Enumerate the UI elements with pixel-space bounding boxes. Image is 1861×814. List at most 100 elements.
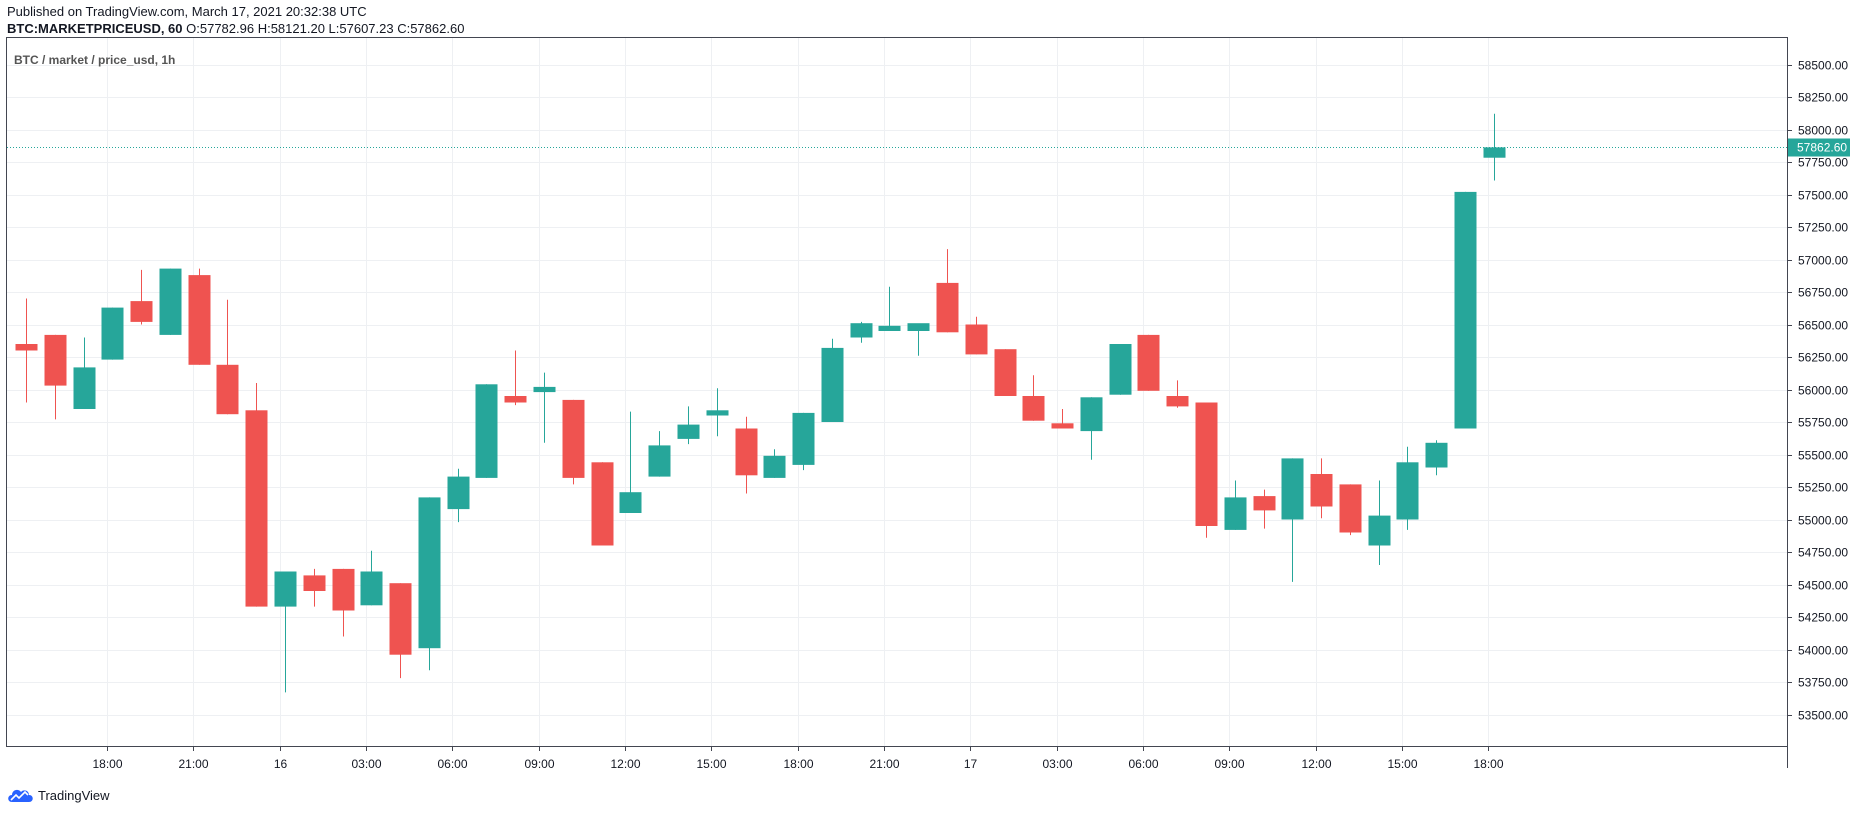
x-tick-label: 18:00 — [92, 757, 122, 771]
y-tick-label: 55750.00 — [1798, 416, 1848, 430]
pane-border — [6, 37, 1788, 747]
candle-down — [303, 568, 326, 607]
x-tick-label: 21:00 — [178, 757, 208, 771]
candle-up — [1224, 480, 1247, 530]
footer-brand-label: TradingView — [38, 787, 110, 803]
candle-up — [1080, 397, 1103, 460]
candle-up — [619, 411, 642, 513]
candle-down — [1051, 409, 1074, 429]
candle-body — [648, 445, 671, 477]
candle-body — [274, 571, 297, 607]
candle-down — [130, 269, 153, 325]
candle-down — [1195, 402, 1218, 538]
candle-up — [1368, 480, 1391, 565]
y-tick-label: 55250.00 — [1798, 481, 1848, 495]
candle-body — [1310, 474, 1333, 507]
published-caption: Published on TradingView.com, March 17, … — [7, 4, 367, 19]
last-price-marker: 57862.60 — [7, 138, 1850, 157]
candle-down — [1022, 375, 1045, 421]
candle-body — [475, 384, 498, 478]
y-tick-label: 56250.00 — [1798, 351, 1848, 365]
candle-up — [159, 268, 182, 335]
candle-body — [1454, 191, 1477, 429]
candle-body — [965, 324, 988, 355]
x-tick-label: 06:00 — [437, 757, 467, 771]
candle-body — [1339, 484, 1362, 533]
x-tick-label: 21:00 — [869, 757, 899, 771]
candle-up — [648, 431, 671, 477]
footer-brand[interactable]: TradingView — [6, 786, 110, 804]
candle-up — [475, 384, 498, 478]
candle-body — [878, 325, 901, 331]
y-tick-label: 56500.00 — [1798, 319, 1848, 333]
candle-down — [1339, 484, 1362, 536]
y-tick-label: 58250.00 — [1798, 91, 1848, 105]
y-tick-label: 53500.00 — [1798, 709, 1848, 723]
y-tick-label: 57500.00 — [1798, 189, 1848, 203]
y-tick-label: 57250.00 — [1798, 221, 1848, 235]
candle-down — [591, 462, 614, 546]
x-tick-label: 17 — [964, 757, 978, 771]
last-price-tag — [1788, 138, 1850, 157]
candle-body — [1022, 396, 1045, 421]
candle-body — [1224, 497, 1247, 530]
x-tick-label: 06:00 — [1128, 757, 1158, 771]
x-tick-label: 18:00 — [1473, 757, 1503, 771]
candle-body — [677, 424, 700, 439]
candle-body — [994, 349, 1017, 396]
y-tick-label: 55500.00 — [1798, 449, 1848, 463]
symbol-ohlc-line: BTC:MARKETPRICEUSD, 60 O:57782.96 H:5812… — [7, 21, 464, 36]
candle-up — [878, 286, 901, 331]
candle-body — [73, 367, 96, 409]
candle-body — [504, 396, 527, 403]
candle-body — [44, 334, 67, 386]
candle-up — [274, 571, 297, 693]
price-chart[interactable]: BTC / market / price_usd, 1h 57862.60 53… — [0, 0, 1861, 780]
candle-up — [677, 406, 700, 445]
candle-body — [1483, 147, 1506, 158]
candle-down — [936, 249, 959, 333]
candle-down — [216, 299, 239, 415]
candle-up — [533, 372, 556, 443]
candle-body — [360, 571, 383, 606]
candle-body — [1051, 423, 1074, 429]
candle-up — [1483, 113, 1506, 181]
y-tick-label: 54000.00 — [1798, 644, 1848, 658]
candle-body — [15, 344, 38, 351]
candle-body — [188, 275, 211, 365]
y-tick-label: 56750.00 — [1798, 286, 1848, 300]
candle-down — [1253, 489, 1276, 529]
x-tick-label: 12:00 — [610, 757, 640, 771]
x-tick-label: 03:00 — [1042, 757, 1072, 771]
last-price-label: 57862.60 — [1797, 141, 1847, 155]
candle-up — [101, 307, 124, 360]
candle-body — [1080, 397, 1103, 432]
candle-body — [1425, 442, 1448, 468]
y-tick-label: 56000.00 — [1798, 384, 1848, 398]
candle-body — [936, 282, 959, 333]
candle-up — [1281, 458, 1304, 582]
candle-body — [821, 347, 844, 422]
candle-down — [1137, 334, 1160, 391]
candle-body — [447, 476, 470, 510]
series-title: BTC / market / price_usd, 1h — [14, 53, 175, 67]
candle-down — [188, 268, 211, 365]
candle-down — [245, 383, 268, 607]
x-tick-label: 18:00 — [783, 757, 813, 771]
candle-body — [706, 410, 729, 416]
candle-down — [562, 399, 585, 485]
candle-down — [332, 568, 355, 637]
candle-body — [1368, 515, 1391, 546]
candle-down — [1310, 458, 1333, 519]
candle-up — [1425, 440, 1448, 476]
candle-down — [389, 583, 412, 679]
candle-up — [447, 468, 470, 523]
candle-body — [159, 268, 182, 335]
candle-body — [1166, 396, 1189, 407]
chart-grid — [7, 38, 1787, 746]
candle-body — [1137, 334, 1160, 391]
candle-down — [965, 316, 988, 355]
y-tick-label: 57750.00 — [1798, 156, 1848, 170]
y-tick-label: 58500.00 — [1798, 59, 1848, 73]
candle-up — [360, 550, 383, 606]
